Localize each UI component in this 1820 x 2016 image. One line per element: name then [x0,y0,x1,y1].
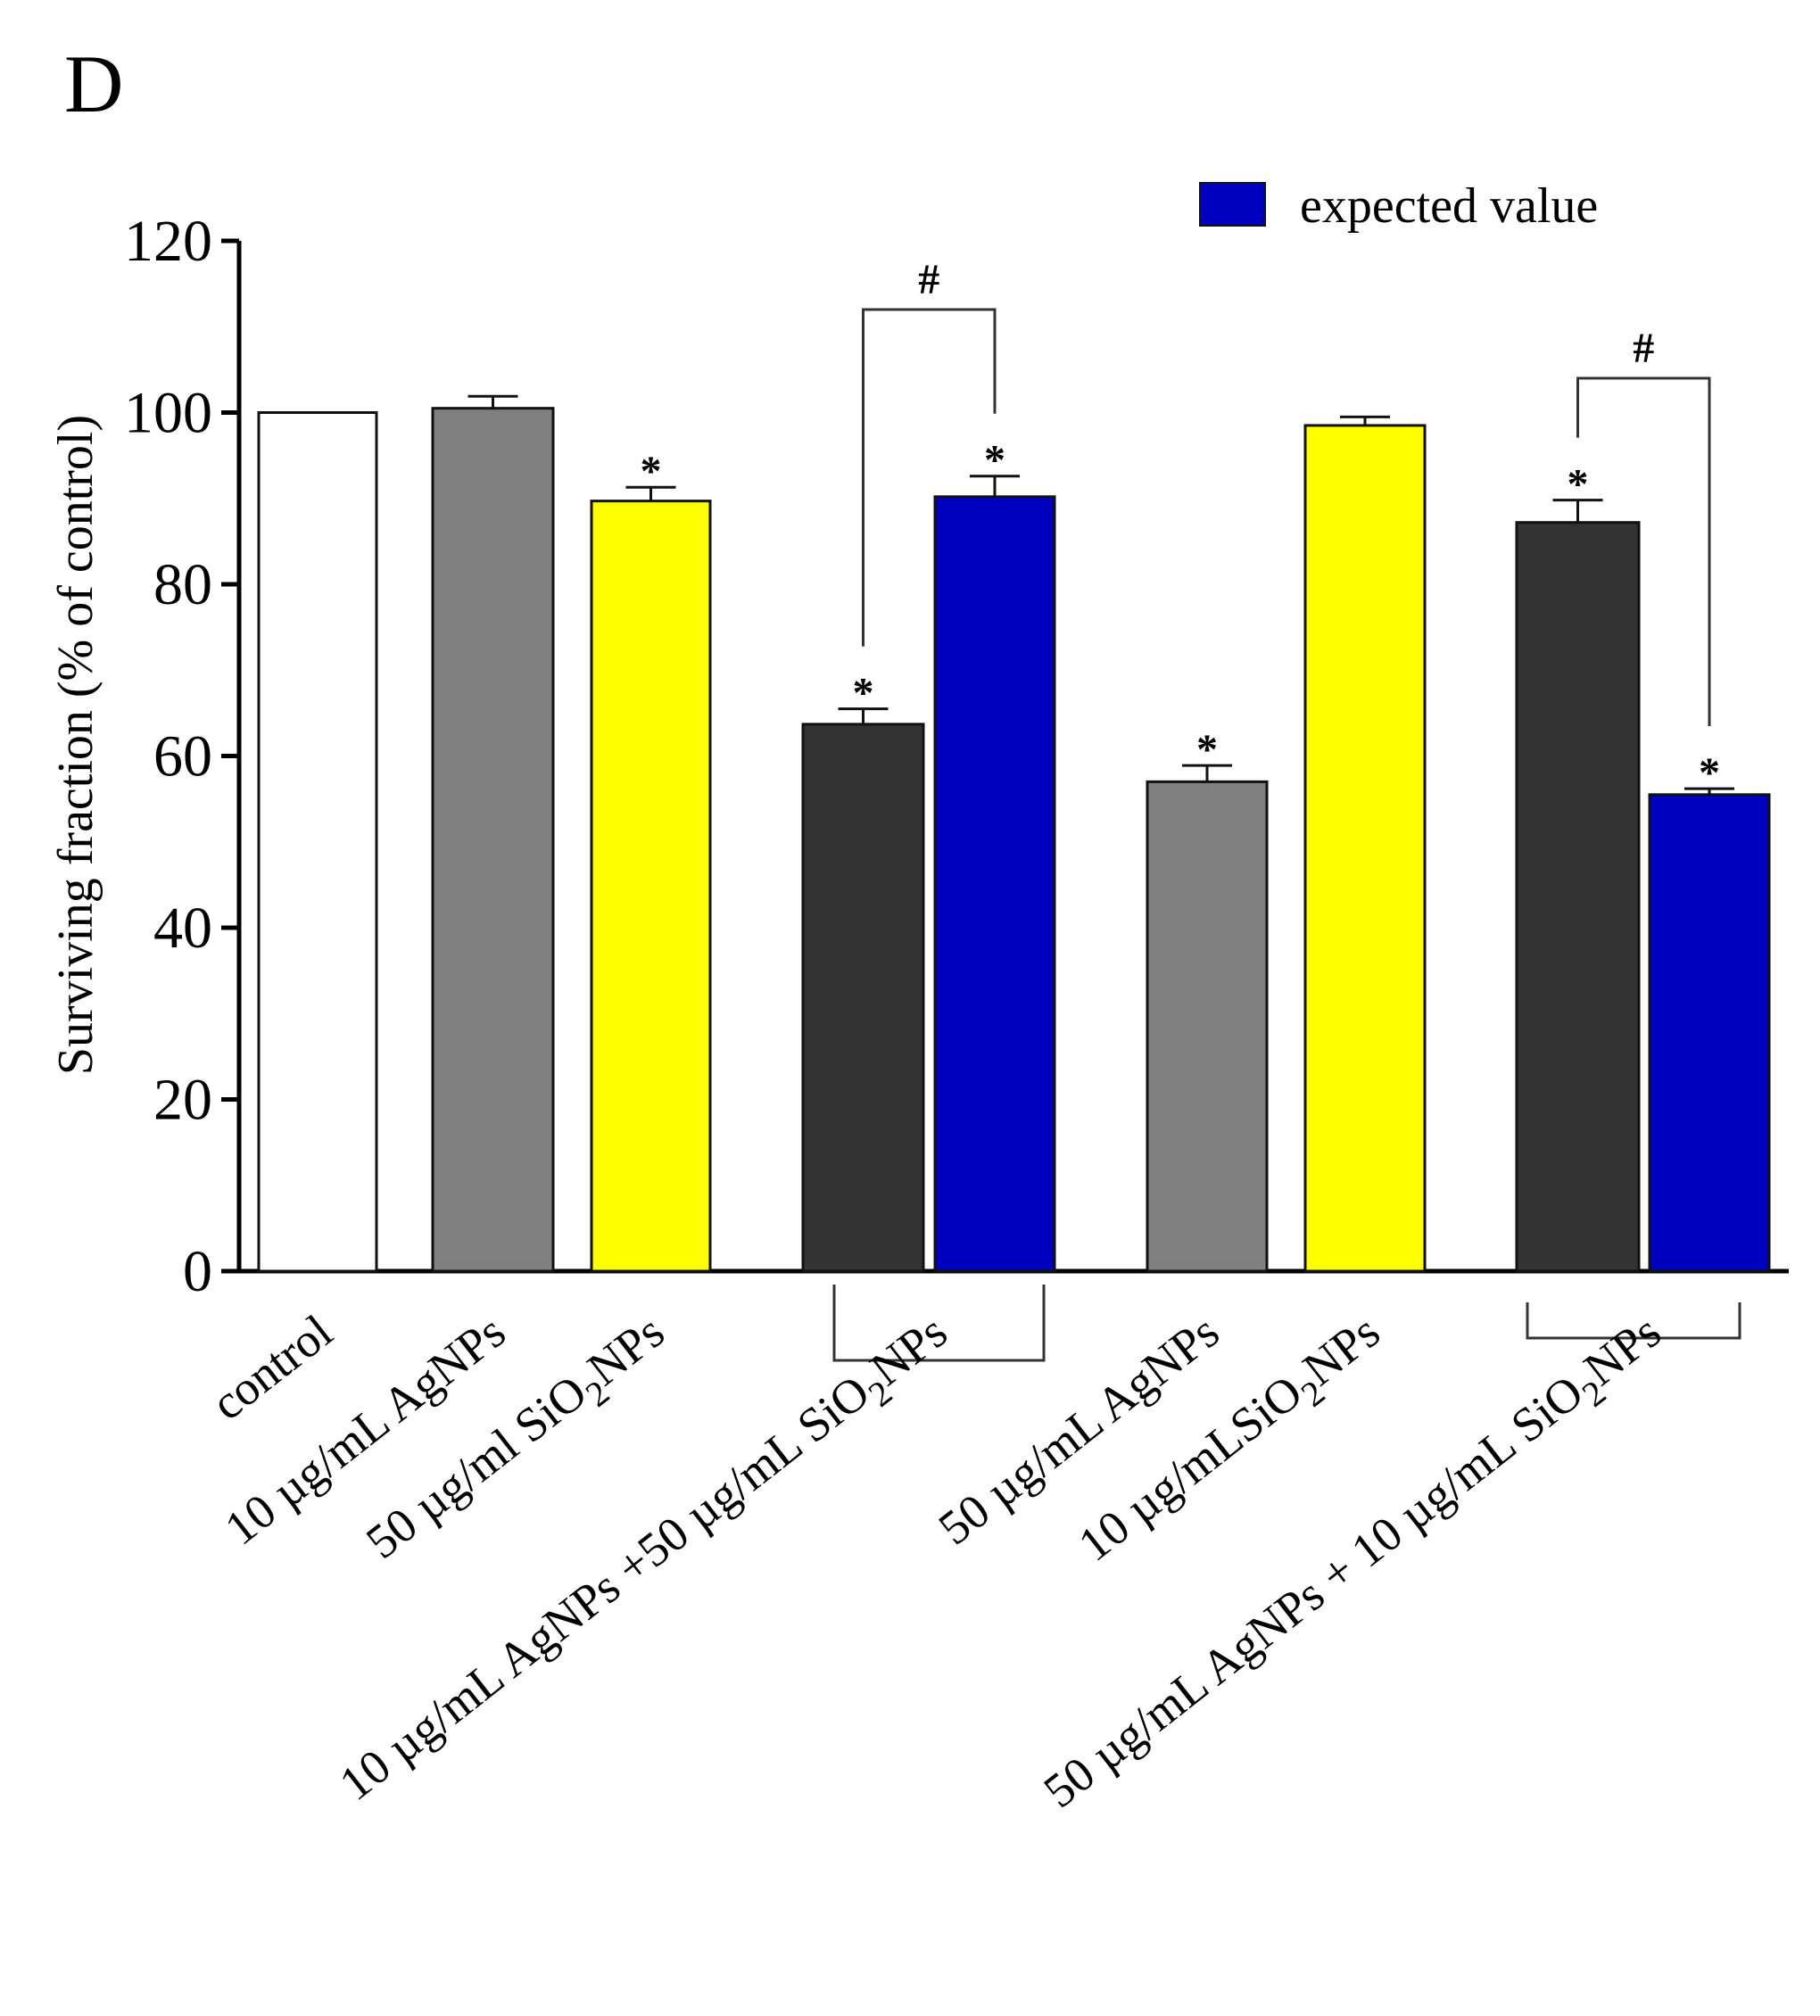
significance-star-8: * [1699,749,1720,797]
significance-star-4: * [984,437,1005,484]
legend-swatch [1199,182,1266,227]
y-axis-label: Surviving fraction (% of control) [48,415,103,1075]
bars [257,407,1771,1273]
significance-star-7: * [1568,461,1589,508]
bar-5 [1146,780,1269,1273]
comparison-bracket-0 [862,308,997,647]
x-tick-label-5: 50 µg/mL AgNPs [929,1304,1229,1555]
comparison-symbol-1: # [1633,325,1654,372]
error-bars [467,394,1734,795]
significance-star-3: * [853,670,874,717]
bar-7 [1515,521,1641,1273]
y-axis: 0 20 40 60 80 100 120 [124,209,1789,1304]
significance-star-2: * [641,448,662,495]
group-bracket-2 [1526,1302,1741,1340]
panel-label: D [64,38,123,129]
bar-3 [801,723,925,1273]
y-tick-label: 100 [124,381,212,446]
legend: expected value [1199,178,1598,234]
group-brackets [832,1285,1741,1362]
y-tick-label: 40 [153,896,212,961]
y-tick-label: 20 [153,1068,212,1133]
y-tick-label: 120 [124,209,212,274]
legend-label: expected value [1300,178,1598,234]
x-tick-label-part: 10 µg/mL AgNPs +50 µg/mL SiO [329,1365,879,1811]
y-tick-label: 80 [153,552,212,617]
comparison-bracket-1 [1576,376,1711,727]
significance-marks: * * * * * * # # [641,256,1721,797]
x-tick-label-0: control [202,1304,342,1430]
bar-8 [1648,793,1771,1273]
group-bracket-1 [832,1285,1046,1362]
y-tick-label: 60 [153,724,212,789]
y-tick-label: 0 [183,1239,212,1304]
bar-4 [933,495,1056,1273]
bar-6 [1303,424,1427,1273]
bar-2 [590,500,712,1273]
bar-0 [257,411,378,1273]
significance-star-5: * [1196,726,1218,773]
bar-1 [431,407,555,1273]
comparison-symbol-0: # [918,256,939,303]
